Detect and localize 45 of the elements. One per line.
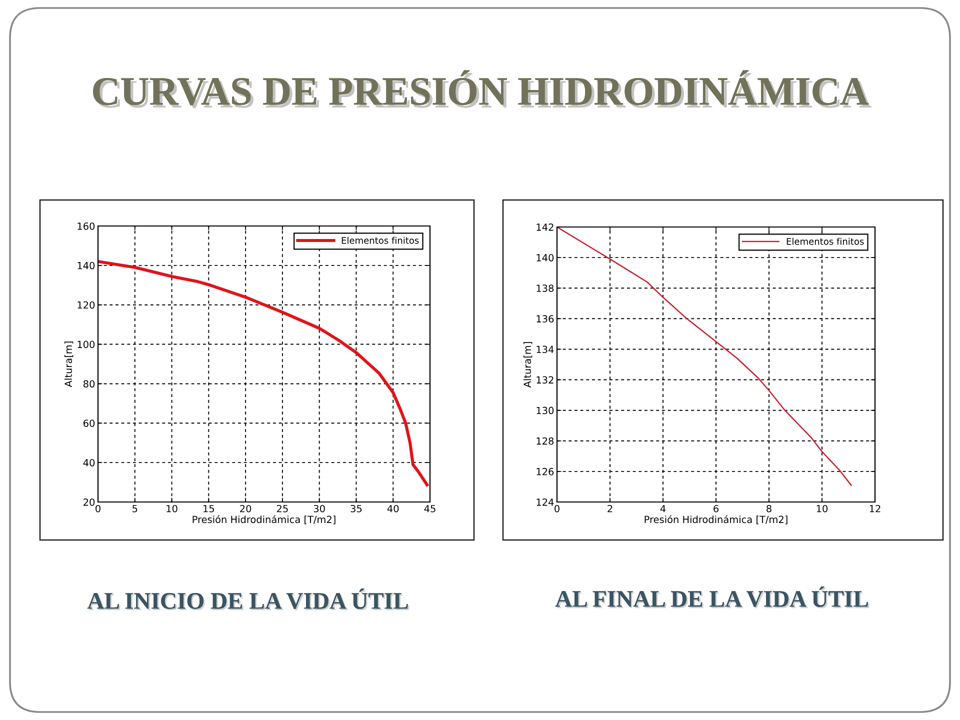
legend-label: Elementos finitos [786,238,864,245]
x-tick-label: 10 [816,504,828,512]
y-tick-label: 100 [78,340,95,348]
x-tick-label: 45 [424,505,436,512]
y-tick-label: 132 [536,376,554,384]
y-tick-label: 128 [536,437,554,445]
x-axis-title: Presión Hidrodinámica [T/m2] [192,515,336,524]
y-tick-label: 80 [84,380,95,388]
y-tick-label: 20 [84,498,95,506]
x-tick-label: 4 [660,505,666,512]
x-tick-label: 20 [240,504,252,512]
x-tick-label: 6 [714,504,718,512]
y-tick-label: 140 [536,254,554,262]
x-tick-label: 0 [554,504,560,512]
y-tick-label: 142 [536,223,554,231]
x-tick-label: 8 [766,504,772,512]
y-tick-label: 136 [536,315,554,322]
text: AL INICIO DE LA VIDA ÚTIL [87,588,410,610]
x-tick-label: 15 [204,505,214,512]
x-tick-label: 10 [166,504,178,512]
y-tick-label: 130 [536,406,554,414]
legend-label: Elementos finitos [342,236,419,244]
x-tick-label: 2 [608,504,612,512]
text: AL FINAL DE LA VIDA ÚTIL [555,586,870,608]
y-tick-label: 120 [78,301,95,309]
x-tick-label: 12 [870,504,880,512]
y-tick-label: 124 [536,498,554,506]
y-tick-label: 160 [78,222,95,230]
y-tick-label: 40 [83,459,95,466]
y-axis-title: Altura[m] [523,342,532,388]
y-tick-label: 138 [536,284,554,292]
x-tick-label: 0 [96,504,100,512]
x-tick-label: 30 [314,504,325,512]
y-tick-label: 126 [536,468,554,476]
y-tick-label: 140 [78,262,95,270]
y-tick-label: 134 [536,346,554,354]
x-tick-label: 35 [350,504,362,512]
y-tick-label: 60 [84,420,95,427]
text: CURVAS DE PRESIÓN HIDRODINÁMICA [93,70,872,108]
x-tick-label: 5 [132,505,138,512]
x-tick-label: 40 [387,504,399,512]
y-axis-title: Altura[m] [64,342,74,388]
x-axis-title: Presión Hidrodinámica [T/m2] [644,515,788,524]
x-tick-label: 25 [276,504,288,512]
line-series [98,260,429,486]
